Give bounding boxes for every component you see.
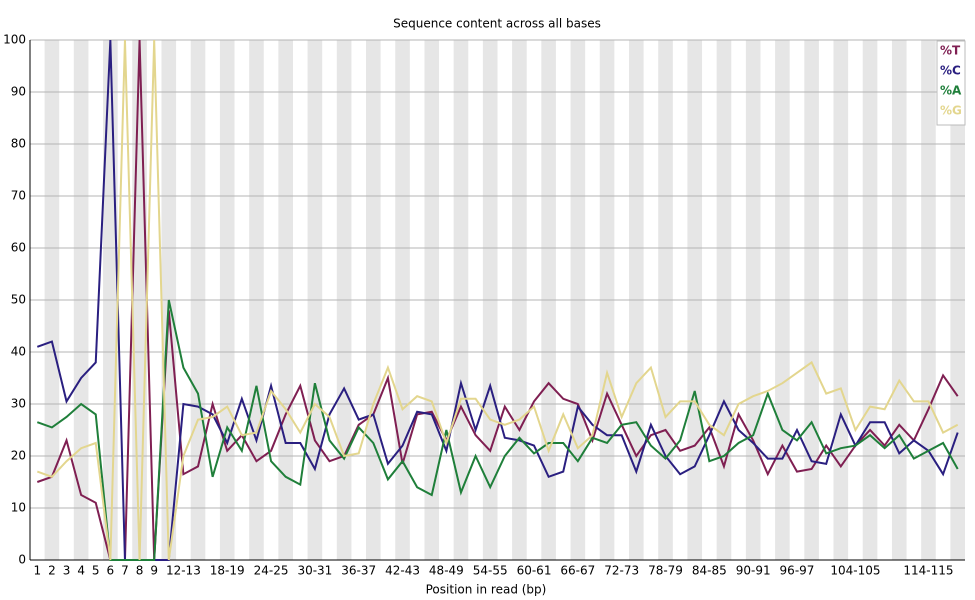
x-tick-label: 30-31: [297, 564, 332, 578]
x-axis-label: Position in read (bp): [426, 583, 547, 597]
y-tick-label: 0: [18, 553, 26, 567]
x-tick-label: 7: [121, 564, 129, 578]
x-tick-label: 48-49: [429, 564, 464, 578]
x-tick-label: 2: [48, 564, 56, 578]
series-line: [36, 39, 959, 561]
series-line: [36, 39, 959, 561]
x-tick-label: 90-91: [736, 564, 771, 578]
x-tick-label: 4: [77, 564, 85, 578]
x-tick-label: 8: [136, 564, 144, 578]
x-tick-label: 78-79: [648, 564, 683, 578]
x-tick-label: 6: [107, 564, 115, 578]
x-tick-label: 5: [92, 564, 100, 578]
chart-title: Sequence content across all bases: [393, 17, 601, 31]
x-tick-label: 18-19: [210, 564, 245, 578]
x-tick-label: 3: [63, 564, 71, 578]
legend-entry: %T: [940, 44, 961, 58]
x-tick-label: 66-67: [560, 564, 595, 578]
series-line: [36, 299, 959, 561]
legend-entry: %G: [940, 104, 962, 118]
x-tick-label: 114-115: [903, 564, 953, 578]
y-tick-label: 20: [11, 449, 26, 463]
x-tick-label: 42-43: [385, 564, 420, 578]
x-tick-label: 12-13: [166, 564, 201, 578]
y-tick-label: 30: [11, 397, 26, 411]
legend-box: [936, 40, 966, 126]
x-tick-label: 9: [150, 564, 158, 578]
x-tick-label: 1: [33, 564, 41, 578]
y-tick-label: 90: [11, 85, 26, 99]
x-tick-label: 36-37: [341, 564, 376, 578]
y-tick-label: 70: [11, 189, 26, 203]
x-tick-label: 72-73: [604, 564, 639, 578]
x-tick-label: 104-105: [830, 564, 880, 578]
legend-entry: %A: [940, 84, 962, 98]
y-tick-label: 60: [11, 241, 26, 255]
x-tick-label: 84-85: [692, 564, 727, 578]
y-tick-label: 10: [11, 501, 26, 515]
y-tick-label: 80: [11, 137, 26, 151]
y-tick-label: 100: [3, 33, 26, 47]
y-tick-label: 40: [11, 345, 26, 359]
y-tick-label: 50: [11, 293, 26, 307]
x-tick-label: 24-25: [254, 564, 289, 578]
series-line: [36, 39, 959, 561]
legend-entry: %C: [940, 64, 961, 78]
x-tick-label: 96-97: [780, 564, 815, 578]
x-tick-label: 60-61: [517, 564, 552, 578]
x-tick-label: 54-55: [473, 564, 508, 578]
